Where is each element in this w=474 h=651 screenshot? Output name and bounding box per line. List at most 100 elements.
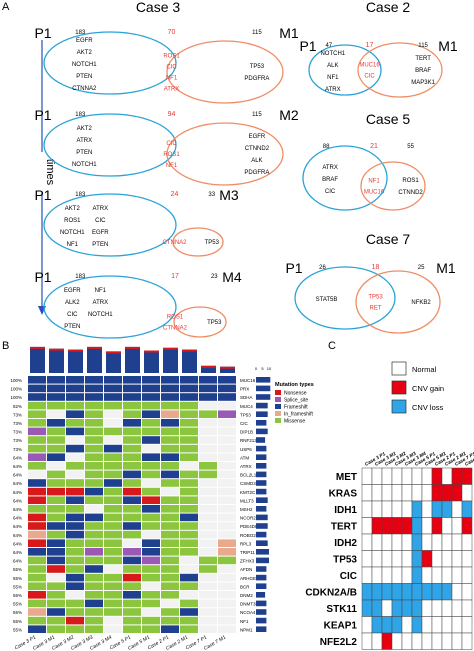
top-bar-nonsense: [144, 350, 159, 353]
onco-cell: [85, 548, 103, 556]
onco-cell: [66, 376, 84, 384]
cnv-cell: [421, 616, 433, 634]
venn-right-gene: EGFR: [249, 134, 266, 140]
venn-left-gene: NOTCH1: [60, 230, 85, 236]
onco-cell: [180, 548, 198, 556]
onco-cell-empty: [218, 436, 236, 444]
venn-right-label: M1: [438, 38, 458, 54]
onco-cell: [104, 591, 122, 599]
onco-cell-empty: [180, 556, 198, 565]
onco-cell: [85, 462, 103, 470]
cnv-cell: [401, 616, 413, 634]
side-bar: [256, 523, 268, 529]
mutation-legend-title: Mutation types: [275, 382, 314, 388]
onco-cell: [28, 616, 46, 625]
onco-cell: [123, 462, 141, 470]
side-bar: [256, 617, 267, 624]
mutation-legend-label: Frameshift: [284, 405, 308, 411]
onco-cell: [85, 582, 103, 590]
cnv-cell: [371, 550, 383, 568]
side-bar: [256, 437, 266, 443]
gene-label: DNM2: [240, 593, 253, 598]
side-bar: [256, 514, 268, 521]
cnv-cell: [441, 517, 453, 535]
cnv-cell: [401, 484, 413, 502]
onco-cell-empty: [218, 427, 236, 436]
cnv-cell: [371, 566, 383, 584]
gene-label: BCL2L12: [240, 473, 259, 478]
venn-right-count: 55: [407, 144, 414, 150]
onco-cell: [85, 453, 103, 461]
cnv-cell: [381, 616, 393, 634]
cnv-cell: [381, 599, 393, 617]
venn-left-gene: NOTCH1: [88, 312, 113, 318]
onco-cell: [123, 522, 141, 530]
panel-c-label: C: [328, 340, 336, 352]
case-title: Case 3: [136, 0, 181, 15]
onco-cell-empty: [199, 530, 217, 539]
cnv-cell: [421, 467, 433, 485]
venn-right-count: 23: [211, 274, 218, 280]
cnv-cell: [421, 517, 433, 535]
cnv-cell: [421, 550, 433, 568]
venn-c3m2: P1 M2 183 94 115 AKT2 ATRX PTEN NOTCH1 CIC ROS1 NF1…: [34, 107, 299, 186]
venn-shared-gene: ROS1: [167, 315, 184, 321]
top-bar-nonsense: [220, 366, 235, 369]
gene-label: MSH2: [240, 507, 253, 512]
cnv-cell: [451, 467, 463, 485]
onco-cell: [104, 556, 122, 565]
onco-cell: [180, 608, 198, 616]
onco-cell: [66, 522, 84, 530]
onco-cell: [104, 513, 122, 522]
onco-cell: [123, 548, 141, 556]
cnv-cell: [431, 632, 443, 650]
onco-cell: [28, 565, 46, 573]
venn-left-label: P1: [34, 107, 51, 123]
venn-shared-gene: RET: [370, 306, 382, 312]
side-bar: [256, 463, 267, 469]
onco-cell: [47, 522, 65, 530]
onco-cell: [85, 427, 103, 436]
onco-cell-empty: [218, 591, 236, 599]
cnv-cell: [361, 632, 373, 650]
onco-cell: [161, 393, 179, 401]
side-bar: [256, 600, 267, 607]
cnv-cell: [371, 583, 383, 601]
onco-cell: [161, 401, 179, 410]
venn-left-gene: NF1: [327, 75, 339, 81]
onco-cell: [161, 462, 179, 470]
venn-shared-gene: NF1: [368, 179, 380, 185]
onco-cell: [28, 573, 46, 582]
cnv-cell: [401, 566, 413, 584]
onco-cell-empty: [47, 573, 65, 582]
onco-cell: [28, 453, 46, 461]
onco-cell: [161, 556, 179, 565]
onco-cell: [66, 599, 84, 608]
onco-cell: [28, 625, 46, 633]
onco-cell: [123, 513, 141, 522]
gene-label: MUC4: [240, 404, 253, 409]
onco-cell-empty: [104, 565, 122, 573]
cnv-gene-label: STK11: [326, 604, 357, 615]
onco-cell: [199, 376, 217, 384]
cnv-cell: [431, 517, 443, 535]
gene-label: TP53: [240, 412, 251, 417]
onco-cell: [28, 479, 46, 487]
onco-cell: [180, 625, 198, 633]
onco-cell-empty: [218, 573, 236, 582]
top-bar: [49, 348, 64, 373]
onco-cell: [218, 539, 236, 547]
venn-left-set: [294, 266, 396, 330]
onco-cell: [123, 496, 141, 504]
cnv-gene-label: IDH1: [334, 505, 357, 516]
cnv-cell: [431, 616, 443, 634]
onco-cell-empty: [199, 616, 217, 625]
venn-shared-gene: MUC16: [359, 63, 380, 69]
venn-right-label: M3: [219, 187, 239, 203]
venn-right-gene: CTNND2: [398, 190, 423, 196]
onco-cell: [180, 384, 198, 393]
onco-cell-empty: [199, 522, 217, 530]
onco-cell: [47, 505, 65, 513]
onco-cell: [66, 530, 84, 539]
onco-cell: [142, 505, 160, 513]
